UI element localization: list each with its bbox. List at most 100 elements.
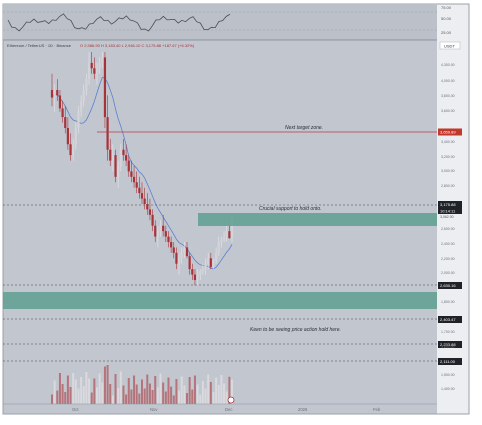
candle-body — [74, 128, 77, 145]
volume-bar — [180, 376, 183, 404]
currency-label: USDT — [444, 44, 455, 49]
candle-body — [122, 149, 125, 156]
candle-body — [172, 247, 175, 253]
candle-body — [204, 263, 207, 270]
clock-icon[interactable] — [227, 396, 235, 404]
price-tick-label: 3,200.00 — [441, 155, 455, 159]
level-price-c: 2,233.88 — [440, 342, 456, 347]
volume-bar — [106, 365, 109, 404]
volume-bar — [69, 387, 72, 404]
price-tick-label: 1,500.00 — [441, 373, 455, 377]
volume-bar — [143, 388, 146, 404]
volume-bar — [66, 375, 69, 404]
volume-bar — [196, 384, 199, 404]
currency-badge[interactable] — [439, 41, 461, 50]
volume-bar — [170, 386, 173, 404]
candle-body — [69, 144, 72, 156]
resistance-price-badge — [438, 128, 462, 136]
volume-bar — [178, 390, 181, 404]
volume-bar — [223, 383, 226, 404]
candle-body — [119, 149, 122, 166]
volume-bar — [122, 385, 125, 404]
price-tick-label: 2,600.00 — [441, 227, 455, 231]
candle-body — [148, 209, 152, 215]
volume-bar — [193, 375, 196, 404]
candle-body — [132, 176, 136, 183]
moving-average-layer — [51, 77, 233, 270]
candle-body — [50, 90, 54, 98]
volume-bar — [58, 373, 61, 404]
candle-body — [135, 182, 138, 188]
ohlc-readout: O 2,986.90 H 3,183.40 L 2,946.10 C 3,175… — [80, 43, 195, 48]
price-tick-label: 2,800.00 — [441, 184, 455, 188]
volume-bar — [148, 383, 151, 404]
candle-body — [199, 271, 202, 275]
candle-body — [159, 225, 162, 232]
current-price-badge — [438, 201, 462, 208]
level-price-d: 2,111.00 — [440, 359, 456, 364]
candle-body — [201, 269, 204, 272]
price-tick-label: 2,200.00 — [441, 257, 455, 261]
volume-bar — [220, 375, 223, 404]
time-tick-label: 2026 — [298, 407, 308, 412]
candle-body — [162, 225, 165, 232]
level-price-a: 2,630.16 — [440, 283, 456, 288]
candle-body — [72, 144, 75, 156]
volume-bar — [61, 384, 64, 404]
volume-bar — [114, 374, 117, 404]
oscillator-pane — [3, 4, 437, 40]
candle-body — [87, 62, 91, 80]
candle-body — [127, 160, 130, 172]
keen-annotation: Keen to be seeing price action hold here… — [250, 327, 341, 333]
volume-bar — [127, 378, 130, 404]
candle-body — [106, 117, 109, 150]
volume-bar — [231, 379, 233, 404]
candle-body — [138, 187, 141, 194]
volume-bar — [207, 374, 210, 404]
candle-body — [95, 68, 99, 74]
candle-body — [154, 225, 157, 237]
volume-bar — [111, 395, 114, 404]
price-axis-ticks: 4,300.00 4,000.00 3,800.00 3,600.00 3,400.00… — [441, 63, 455, 391]
oscillator-line — [7, 13, 231, 32]
time-tick-label: Oct — [72, 407, 79, 412]
candle-body — [90, 62, 93, 69]
price-tick-label: 3,600.00 — [441, 109, 455, 113]
resistance-price: 3,659.89 — [440, 130, 456, 135]
candle-body — [56, 90, 59, 96]
price-tick-label: 3,400.00 — [441, 140, 455, 144]
volume-bar — [135, 384, 138, 404]
volume-bar — [141, 379, 143, 404]
candle-body — [209, 258, 212, 267]
candle-body — [222, 236, 226, 240]
volume-bar — [119, 371, 122, 404]
volume-bar — [88, 378, 91, 404]
candle-body — [66, 128, 69, 145]
level-badge-c — [438, 341, 462, 348]
volume-bar — [215, 377, 218, 404]
candle-body — [156, 231, 159, 237]
countdown: 10:14:11 — [440, 209, 456, 214]
volume-bar — [201, 381, 204, 404]
volume-bar — [154, 376, 157, 404]
level-badge-a — [438, 282, 462, 289]
volume-bar — [77, 388, 80, 404]
candle-body — [230, 217, 234, 239]
current-price: 3,175.88 — [440, 202, 456, 207]
candle-body — [85, 79, 88, 90]
volume-bar — [146, 374, 149, 404]
volume-bar — [85, 372, 88, 404]
price-tick-label: 2,400.00 — [441, 242, 455, 246]
candle-body — [177, 258, 181, 264]
chart-background — [3, 4, 437, 414]
candle-body — [53, 90, 56, 98]
price-tick-label: 3,800.00 — [441, 94, 455, 98]
volume-bar — [217, 385, 220, 404]
candle-body — [151, 214, 154, 226]
candle-body — [58, 95, 62, 109]
volume-bar — [96, 387, 98, 404]
volume-bar — [56, 390, 59, 404]
candle-body — [98, 62, 101, 69]
